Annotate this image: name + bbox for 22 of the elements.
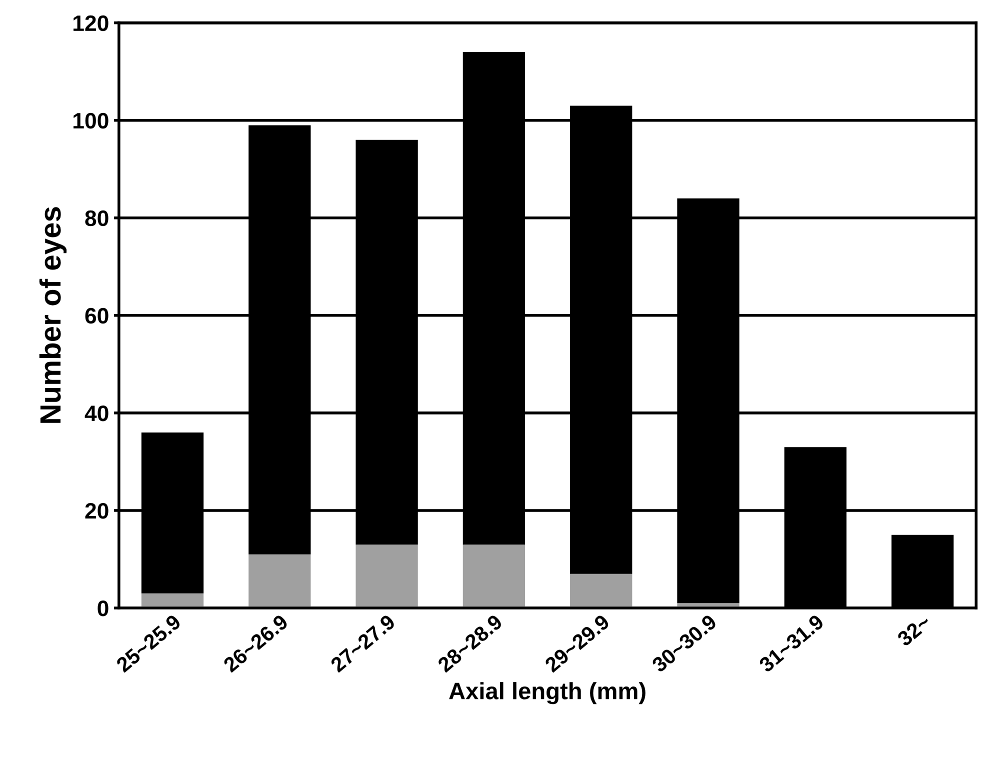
y-axis-title: Number of eyes	[39, 207, 67, 423]
bar	[784, 447, 846, 608]
bar	[462, 52, 526, 545]
bar	[891, 534, 954, 608]
x-tick-label: 32~	[896, 614, 932, 648]
y-tick-label: 80	[85, 210, 108, 226]
bar	[248, 554, 311, 608]
bar	[356, 544, 418, 608]
y-tick-label: 20	[85, 503, 108, 519]
bar	[462, 544, 526, 608]
bar	[677, 198, 740, 604]
y-tick-label: 40	[84, 405, 108, 422]
bar	[248, 125, 311, 554]
y-tick-label: 0	[98, 600, 108, 616]
x-axis-title: Axial length (mm)	[449, 682, 646, 704]
y-tick-label: 60	[85, 308, 108, 324]
bar	[356, 140, 418, 545]
bar	[570, 574, 632, 608]
y-tick-label: 100	[74, 112, 108, 129]
bar	[570, 106, 632, 574]
y-tick-label: 120	[74, 15, 108, 32]
bar	[141, 432, 204, 594]
